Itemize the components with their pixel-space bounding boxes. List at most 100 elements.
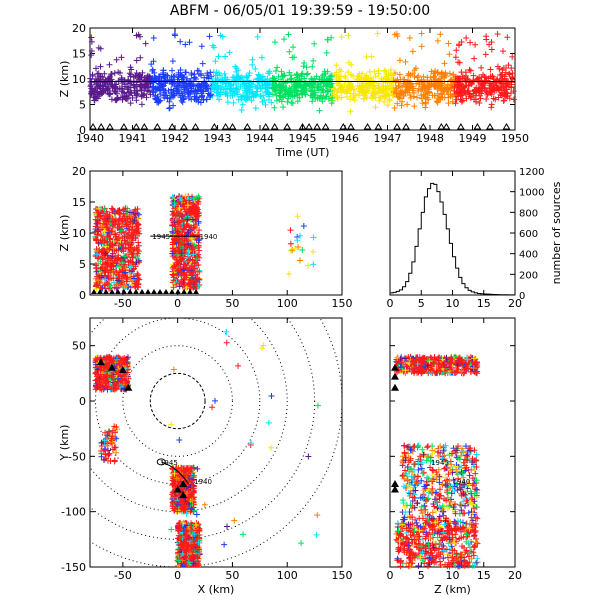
source-mark <box>169 67 176 74</box>
source-mark <box>108 71 115 78</box>
x-tick-label: 5 <box>418 569 425 582</box>
y-tick-label: 400 <box>519 250 538 261</box>
y-tick-label: 10 <box>72 227 86 240</box>
time-height-panel: 1940 1941 1942 1943 1944 1945 1946 1947 1948 1949… <box>58 22 529 159</box>
source-mark <box>184 75 191 82</box>
source-mark <box>356 82 363 89</box>
source-mark <box>301 85 308 92</box>
source-mark <box>91 97 98 104</box>
source-mark <box>347 90 354 97</box>
source-mark <box>411 73 418 80</box>
source-mark <box>127 90 134 97</box>
source-mark <box>169 93 176 100</box>
source-mark <box>209 79 216 86</box>
station-marker <box>419 123 428 130</box>
source-mark <box>103 259 110 266</box>
source-mark <box>204 85 211 92</box>
source-mark <box>198 84 205 91</box>
station-marker <box>132 123 141 130</box>
source-mark <box>309 63 316 70</box>
source-mark <box>272 67 279 74</box>
source-mark <box>154 85 161 92</box>
source-mark <box>396 57 403 64</box>
source-mark <box>111 84 118 91</box>
source-mark <box>160 67 167 74</box>
source-mark <box>313 531 320 538</box>
x-tick-label: 0 <box>387 569 394 582</box>
source-mark <box>264 84 271 91</box>
station-marker <box>175 289 181 294</box>
source-mark <box>114 94 121 101</box>
source-mark <box>267 444 274 451</box>
source-mark <box>235 96 242 103</box>
x-tick-label: 0 <box>387 297 394 310</box>
source-mark <box>390 71 397 78</box>
source-mark <box>424 74 431 81</box>
x-tick-label: 150 <box>332 569 353 582</box>
station-marker <box>374 123 383 130</box>
source-mark <box>227 92 234 99</box>
source-mark <box>231 517 238 524</box>
station-marker <box>270 123 279 130</box>
source-mark <box>119 96 126 103</box>
source-mark <box>489 73 496 80</box>
x-axis-label: Time (UT) <box>275 146 330 159</box>
source-mark <box>104 87 111 94</box>
y-tick-label: 20 <box>72 165 86 178</box>
source-mark <box>110 279 117 286</box>
source-mark <box>476 99 483 106</box>
source-mark <box>97 63 104 70</box>
source-mark <box>286 270 293 277</box>
source-mark <box>467 67 474 74</box>
source-mark <box>310 261 317 268</box>
source-mark <box>384 101 391 108</box>
source-mark <box>188 96 195 103</box>
source-mark <box>121 81 128 88</box>
y-tick-label: -100 <box>61 506 86 519</box>
station-marker <box>89 123 97 130</box>
source-mark <box>88 52 95 59</box>
source-mark <box>499 48 506 55</box>
source-mark <box>186 39 193 46</box>
source-mark <box>467 93 474 100</box>
source-mark <box>406 34 413 41</box>
source-mark <box>235 73 242 80</box>
source-mark <box>431 73 438 80</box>
station-marker <box>103 289 109 294</box>
source-mark <box>333 94 340 101</box>
source-mark <box>234 67 241 74</box>
source-mark <box>451 83 458 90</box>
source-mark <box>388 66 395 73</box>
station-marker <box>261 123 270 130</box>
source-mark <box>288 91 295 98</box>
source-mark <box>239 94 246 101</box>
chart-title: ABFM - 06/05/01 19:39:59 - 19:50:00 <box>169 3 431 19</box>
source-mark <box>485 75 492 82</box>
source-mark <box>142 40 149 47</box>
source-mark <box>509 53 516 60</box>
source-mark <box>177 38 184 45</box>
source-mark <box>331 88 338 95</box>
source-mark <box>509 75 516 82</box>
source-mark <box>180 74 187 81</box>
source-mark <box>157 91 164 98</box>
source-mark <box>395 90 402 97</box>
source-mark <box>404 87 411 94</box>
source-mark <box>473 84 480 91</box>
source-mark <box>375 67 382 74</box>
source-mark <box>269 77 276 84</box>
source-mark <box>111 70 118 77</box>
station-marker <box>157 289 163 294</box>
source-mark <box>268 99 275 106</box>
source-mark <box>471 96 478 103</box>
track-label: 1945 <box>152 233 170 241</box>
source-mark <box>208 88 215 95</box>
source-mark <box>144 79 151 86</box>
station-marker <box>180 123 188 130</box>
source-mark <box>190 82 197 89</box>
source-mark <box>133 92 140 99</box>
source-mark <box>259 98 266 105</box>
source-mark <box>348 61 355 68</box>
source-mark <box>434 69 441 76</box>
